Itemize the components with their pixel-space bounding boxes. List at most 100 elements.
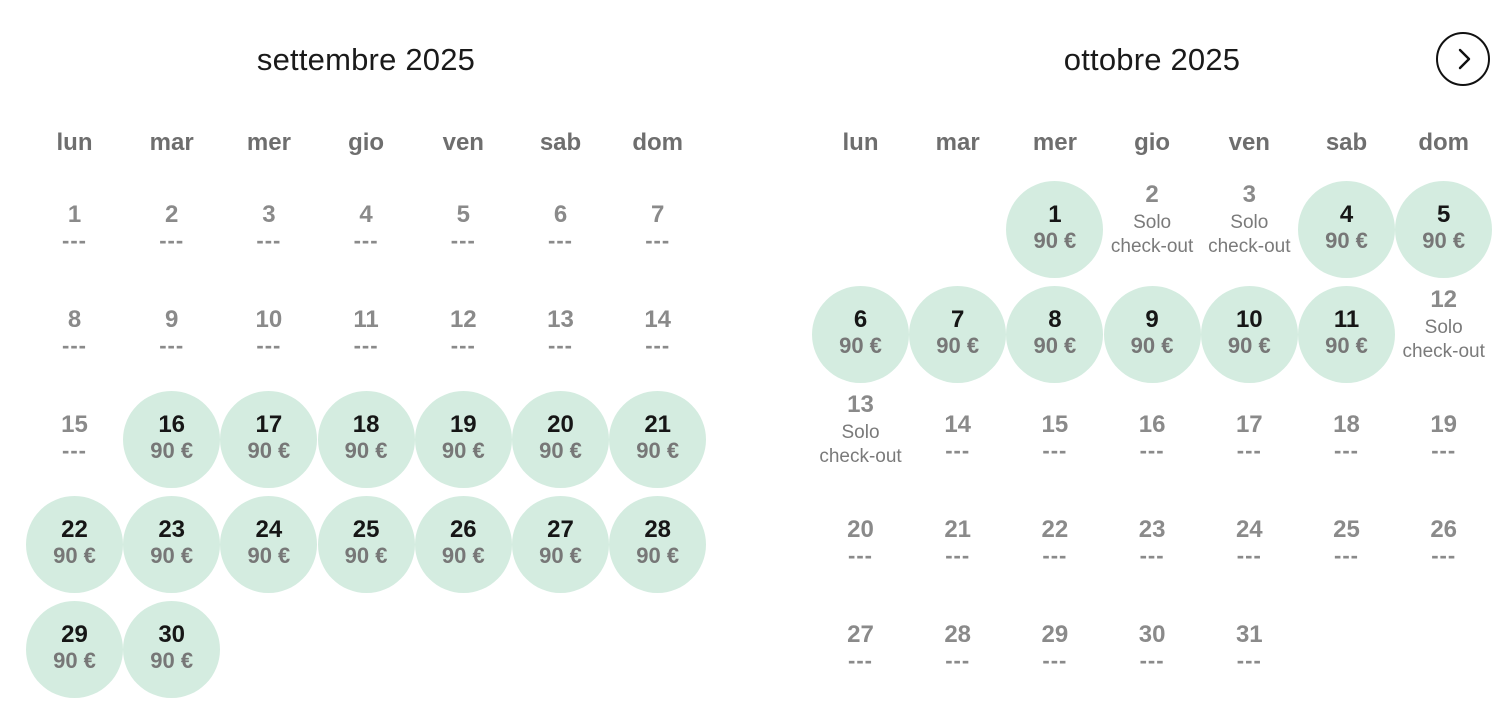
day-number: 11	[353, 306, 379, 333]
calendar-day-13[interactable]: 13 Solo check-out	[812, 391, 909, 496]
day-number: 23	[1138, 516, 1166, 543]
available-day-highlight	[414, 391, 512, 488]
day-price: 90 €	[839, 333, 882, 358]
day-unavailable-dash: ---	[548, 333, 573, 358]
day-number: 27	[547, 516, 574, 543]
day-unavailable-dash: ---	[548, 228, 573, 253]
calendar-day-6[interactable]: 6 90 €	[812, 286, 909, 391]
calendar-day-16: 16 ---	[1104, 391, 1201, 496]
day-number: 20	[547, 411, 574, 438]
day-price: 90 €	[1422, 228, 1466, 253]
calendar-day-18[interactable]: 18 90 €	[317, 391, 415, 496]
weekday-label-mer: mer	[1032, 129, 1077, 156]
day-price: 90 €	[53, 648, 96, 673]
calendar-day-21[interactable]: 21 90 €	[609, 391, 707, 496]
day-unavailable-dash: ---	[945, 648, 971, 673]
calendar-day-4[interactable]: 4 90 €	[1298, 181, 1395, 286]
day-unavailable-dash: ---	[1236, 438, 1262, 463]
calendar-day-26[interactable]: 26 90 €	[414, 496, 512, 601]
day-unavailable-dash: ---	[1139, 648, 1165, 673]
calendar-day-16[interactable]: 16 90 €	[123, 391, 221, 496]
next-month-button[interactable]	[1436, 32, 1490, 86]
day-unavailable-dash: ---	[450, 333, 476, 358]
calendar-day-2: 2 ---	[123, 181, 220, 286]
day-number: 13	[547, 306, 574, 333]
calendar-day-25[interactable]: 25 90 €	[317, 496, 415, 601]
day-number: 20	[847, 516, 874, 543]
calendar-day-3[interactable]: 3 Solo check-out	[1201, 181, 1298, 286]
calendar-day-6: 6 ---	[512, 181, 609, 286]
day-unavailable-dash: ---	[848, 648, 873, 673]
calendar-day-1[interactable]: 1 90 €	[1006, 181, 1104, 286]
calendar-day-27[interactable]: 27 90 €	[512, 496, 609, 601]
calendar-day-11[interactable]: 11 90 €	[1298, 286, 1395, 391]
day-number: 21	[944, 516, 972, 543]
calendar-day-17[interactable]: 17 90 €	[220, 391, 318, 496]
calendar-day-14: 14 ---	[909, 391, 1006, 496]
weekday-label-mer: mer	[246, 129, 291, 156]
day-number: 29	[61, 621, 88, 648]
day-number: 22	[61, 516, 88, 543]
day-unavailable-dash: ---	[1334, 438, 1359, 463]
weekday-label-ven: ven	[1228, 129, 1270, 156]
calendar-day-24[interactable]: 24 90 €	[220, 496, 318, 601]
calendar-day-9: 9 ---	[123, 286, 220, 391]
day-number: 2	[165, 201, 179, 228]
day-number: 30	[1138, 621, 1166, 648]
day-number: 2	[1145, 181, 1159, 208]
day-unavailable-dash: ---	[62, 228, 87, 253]
day-number: 28	[944, 621, 972, 648]
day-unavailable-dash: ---	[1139, 543, 1165, 568]
calendar-day-19[interactable]: 19 90 €	[414, 391, 512, 496]
day-number: 19	[449, 411, 477, 438]
day-number: 31	[1235, 621, 1263, 648]
calendar-day-10: 10 ---	[220, 286, 317, 391]
calendar-day-4: 4 ---	[318, 181, 415, 286]
day-price: 90 €	[1033, 228, 1077, 253]
day-price: 90 €	[1227, 333, 1271, 358]
calendar-day-5[interactable]: 5 90 €	[1395, 181, 1493, 286]
day-number: 15	[61, 411, 88, 438]
calendar-day-7: 7 ---	[609, 181, 706, 286]
calendar-day-26: 26 ---	[1395, 496, 1492, 601]
calendar-day-7[interactable]: 7 90 €	[909, 286, 1007, 391]
day-number: 28	[644, 516, 672, 543]
calendar-day-3: 3 ---	[220, 181, 317, 286]
calendar-day-29: 29 ---	[1006, 601, 1103, 706]
calendar-day-28[interactable]: 28 90 €	[609, 496, 707, 601]
calendar-day-13: 13 ---	[512, 286, 609, 391]
day-number: 14	[944, 411, 972, 438]
calendar-day-15: 15 ---	[26, 391, 123, 496]
calendar-day-23: 23 ---	[1104, 496, 1201, 601]
calendar-day-20[interactable]: 20 90 €	[512, 391, 609, 496]
weekday-label-dom: dom	[1418, 129, 1470, 156]
calendar-day-12[interactable]: 12 Solo check-out	[1395, 286, 1492, 391]
available-day-highlight	[414, 496, 512, 593]
available-day-highlight	[26, 496, 123, 593]
day-number: 25	[352, 516, 380, 543]
calendar-day-9[interactable]: 9 90 €	[1103, 286, 1201, 391]
calendar-day-10[interactable]: 10 90 €	[1200, 286, 1298, 391]
calendar-day-29[interactable]: 29 90 €	[26, 601, 123, 706]
day-checkout-note: Solo check-out	[1208, 212, 1291, 257]
calendar-day-31: 31 ---	[1201, 601, 1298, 706]
day-price: 90 €	[150, 543, 194, 568]
calendar-day-8: 8 ---	[26, 286, 123, 391]
calendar-day-30[interactable]: 30 90 €	[123, 601, 221, 706]
day-price: 90 €	[1130, 333, 1174, 358]
day-unavailable-dash: ---	[848, 543, 873, 568]
calendar-day-22[interactable]: 22 90 €	[26, 496, 123, 601]
day-number: 12	[449, 306, 477, 333]
day-number: 1	[1048, 201, 1062, 228]
available-day-highlight	[609, 496, 707, 593]
day-unavailable-dash: ---	[1334, 543, 1359, 568]
available-day-highlight	[1298, 181, 1395, 278]
calendar-day-2[interactable]: 2 Solo check-out	[1104, 181, 1201, 286]
day-unavailable-dash: ---	[945, 543, 971, 568]
day-price: 90 €	[441, 543, 485, 568]
day-number: 17	[255, 411, 283, 438]
calendar-day-20: 20 ---	[812, 496, 909, 601]
calendar-day-8[interactable]: 8 90 €	[1006, 286, 1104, 391]
day-price: 90 €	[344, 438, 388, 463]
calendar-day-23[interactable]: 23 90 €	[123, 496, 221, 601]
